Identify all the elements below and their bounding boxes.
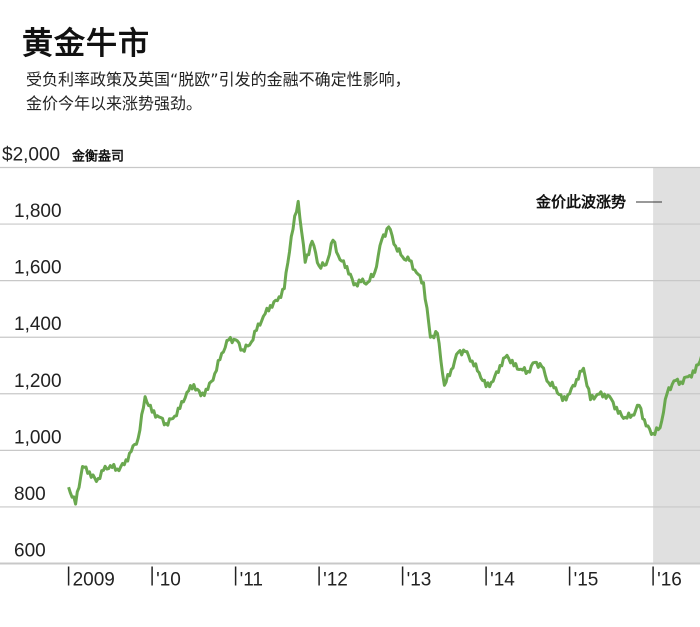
- highlight-annotation: 金价此波涨势: [535, 193, 626, 211]
- y-tick-label: 1,600: [14, 258, 62, 279]
- y-axis-unit-label: 金衡盎司: [71, 149, 124, 165]
- gold-price-line: [67, 199, 700, 506]
- y-tick-label: 1,400: [14, 314, 62, 335]
- x-tick-label: '11: [240, 570, 263, 591]
- y-tick-label: $2,000: [2, 145, 60, 166]
- subtitle-line-1: 受负利率政策及英国“脱欧”引发的金融不确定性影响，: [26, 70, 411, 89]
- subtitle-line-2: 金价今年以来涨势强劲。: [26, 94, 203, 113]
- x-tick-label: '15: [574, 570, 599, 591]
- x-tick-label: '16: [657, 570, 682, 591]
- x-tick-label: '10: [156, 570, 181, 591]
- x-tick-label: '14: [490, 570, 515, 591]
- x-tick-label: '13: [407, 570, 432, 591]
- x-tick-label: 2009: [73, 570, 115, 591]
- y-tick-label: 800: [14, 484, 46, 505]
- y-tick-label: 1,000: [14, 427, 62, 448]
- highlight-region: [653, 167, 700, 564]
- y-tick-label: 1,200: [14, 371, 62, 392]
- y-tick-label: 1,800: [14, 201, 62, 222]
- x-tick-label: '12: [323, 570, 348, 591]
- chart-title: 黄金牛市: [22, 26, 150, 62]
- y-tick-label: 600: [14, 541, 46, 562]
